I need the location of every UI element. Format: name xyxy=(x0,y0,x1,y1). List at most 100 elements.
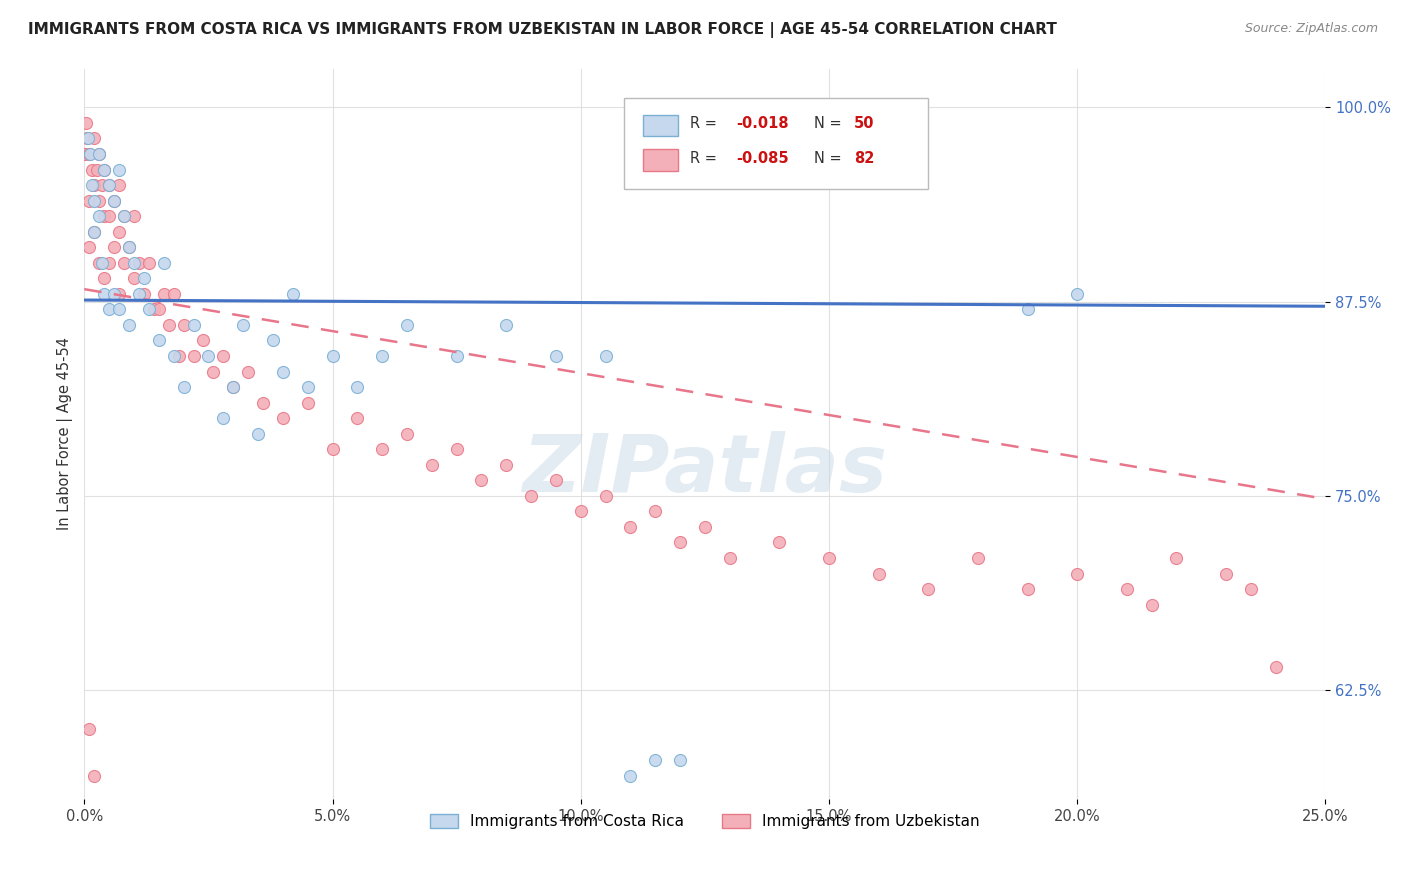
Point xyxy=(595,489,617,503)
Point xyxy=(128,286,150,301)
Point xyxy=(222,380,245,394)
Point xyxy=(768,535,790,549)
Point xyxy=(346,380,368,394)
Point xyxy=(1017,302,1039,317)
Point xyxy=(197,349,219,363)
Point xyxy=(118,240,141,254)
Point xyxy=(222,380,245,394)
Point xyxy=(271,411,294,425)
Point xyxy=(108,302,131,317)
Point xyxy=(371,349,394,363)
Point xyxy=(321,349,343,363)
Point xyxy=(669,535,692,549)
Point xyxy=(1066,566,1088,581)
Point xyxy=(644,753,666,767)
Point xyxy=(112,256,135,270)
Point xyxy=(152,256,174,270)
Point xyxy=(75,147,97,161)
Point xyxy=(132,271,155,285)
Point xyxy=(183,349,205,363)
Point xyxy=(619,520,641,534)
Point xyxy=(77,194,100,208)
Point xyxy=(108,225,131,239)
Point xyxy=(595,349,617,363)
Point xyxy=(297,380,319,394)
Point xyxy=(89,256,111,270)
Point xyxy=(142,302,165,317)
Point xyxy=(371,442,394,457)
Point xyxy=(1115,582,1137,596)
Point xyxy=(93,209,115,223)
Point xyxy=(212,411,235,425)
Point xyxy=(395,426,418,441)
Point xyxy=(98,178,121,192)
Point xyxy=(90,256,112,270)
Point xyxy=(718,551,741,566)
Point xyxy=(90,178,112,192)
Point xyxy=(252,395,274,409)
Legend: Immigrants from Costa Rica, Immigrants from Uzbekistan: Immigrants from Costa Rica, Immigrants f… xyxy=(425,808,986,835)
Point xyxy=(83,768,105,782)
Point xyxy=(80,178,103,192)
Point xyxy=(281,286,304,301)
Point xyxy=(103,194,125,208)
Point xyxy=(346,411,368,425)
Point xyxy=(183,318,205,332)
Text: -0.018: -0.018 xyxy=(735,116,789,131)
Text: 50: 50 xyxy=(853,116,875,131)
Point xyxy=(108,178,131,192)
Point xyxy=(173,380,195,394)
Point xyxy=(669,753,692,767)
Point xyxy=(103,194,125,208)
Point xyxy=(118,318,141,332)
Point xyxy=(271,365,294,379)
Point xyxy=(108,162,131,177)
Point xyxy=(93,286,115,301)
Text: R =: R = xyxy=(690,116,721,131)
Point xyxy=(83,178,105,192)
Point xyxy=(93,162,115,177)
Y-axis label: In Labor Force | Age 45-54: In Labor Force | Age 45-54 xyxy=(58,337,73,530)
Text: IMMIGRANTS FROM COSTA RICA VS IMMIGRANTS FROM UZBEKISTAN IN LABOR FORCE | AGE 45: IMMIGRANTS FROM COSTA RICA VS IMMIGRANTS… xyxy=(28,22,1057,38)
Bar xyxy=(643,114,678,136)
Point xyxy=(868,566,890,581)
Point xyxy=(77,131,100,145)
Point xyxy=(495,458,517,472)
Text: N =: N = xyxy=(814,151,846,166)
Point xyxy=(128,256,150,270)
Point xyxy=(212,349,235,363)
Point xyxy=(544,473,567,487)
Point xyxy=(1240,582,1263,596)
Text: N =: N = xyxy=(814,116,846,131)
Point xyxy=(83,131,105,145)
Point xyxy=(108,286,131,301)
Point xyxy=(395,318,418,332)
Point xyxy=(544,349,567,363)
Text: R =: R = xyxy=(690,151,721,166)
Point xyxy=(122,209,145,223)
Point xyxy=(77,240,100,254)
FancyBboxPatch shape xyxy=(624,98,928,189)
Point xyxy=(202,365,225,379)
Point xyxy=(122,271,145,285)
Point xyxy=(232,318,254,332)
Point xyxy=(79,147,101,161)
Point xyxy=(619,768,641,782)
Text: Source: ZipAtlas.com: Source: ZipAtlas.com xyxy=(1244,22,1378,36)
Point xyxy=(520,489,543,503)
Point xyxy=(420,458,443,472)
Point xyxy=(446,349,468,363)
Point xyxy=(132,286,155,301)
Point xyxy=(446,442,468,457)
Point xyxy=(83,225,105,239)
Point xyxy=(917,582,939,596)
Point xyxy=(93,162,115,177)
Point xyxy=(173,318,195,332)
Point xyxy=(89,209,111,223)
Point xyxy=(167,349,190,363)
Point xyxy=(103,286,125,301)
Point xyxy=(157,318,180,332)
Point xyxy=(163,286,186,301)
Point xyxy=(818,551,841,566)
Text: -0.085: -0.085 xyxy=(735,151,789,166)
